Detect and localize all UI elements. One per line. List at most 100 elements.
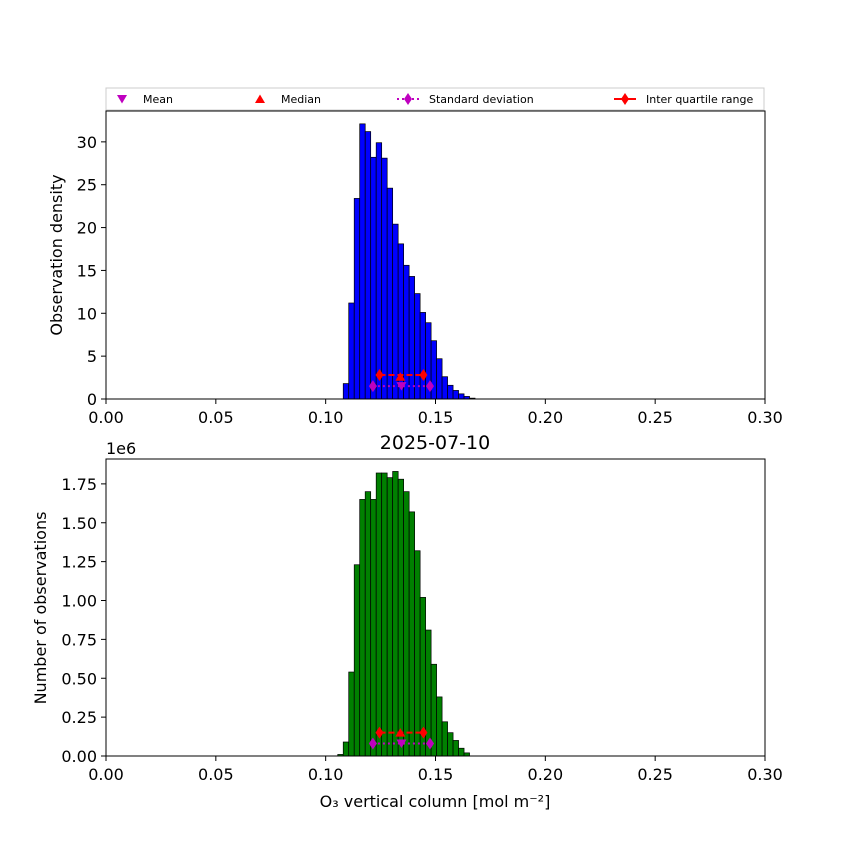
x-tick-label: 0.10 <box>308 765 344 784</box>
legend-item: Standard deviation <box>397 93 534 106</box>
histogram-bar <box>364 131 372 400</box>
legend-diamond-marker <box>621 93 629 105</box>
y-tick-label: 1.00 <box>61 592 97 611</box>
histogram-bar <box>392 223 399 400</box>
histogram-bar <box>381 157 388 400</box>
x-tick-label: 0.30 <box>747 765 783 784</box>
y-tick-label: 0.00 <box>61 747 97 766</box>
histogram-bar <box>348 302 355 400</box>
x-tick-label: 0.25 <box>637 765 673 784</box>
y-tick-label: 30 <box>77 133 97 152</box>
mean-marker <box>396 382 407 391</box>
histogram-bar <box>359 499 366 757</box>
histogram-bar <box>441 721 448 757</box>
histogram-bar <box>364 491 372 757</box>
histogram-bar <box>430 340 437 400</box>
histogram-bar <box>359 123 366 400</box>
histogram-bar <box>408 511 415 757</box>
x-tick-label: 0.15 <box>418 408 454 427</box>
y-tick-label: 10 <box>77 304 97 323</box>
histogram-bar <box>452 740 459 757</box>
legend: Mean Median Standard deviation Inter quarti… <box>105 87 765 111</box>
legend-label: Inter quartile range <box>646 93 753 106</box>
histogram-bar <box>353 198 361 400</box>
legend-label: Standard deviation <box>429 93 534 106</box>
y-tick-label: 5 <box>87 347 97 366</box>
y-ticks-top: 0 5 10 15 20 25 30 <box>77 133 106 409</box>
x-tick-label: 0.05 <box>198 765 234 784</box>
iqr-diamond-marker <box>375 726 384 739</box>
legend-median-marker <box>255 94 265 103</box>
std-diamond-marker <box>426 380 435 393</box>
histogram-bar <box>348 671 355 757</box>
iqr-diamond-marker <box>375 369 384 381</box>
legend-label: Mean <box>143 93 173 106</box>
chart-title: 2025-07-10 <box>380 432 490 454</box>
y-ticks-bottom: 0.00 0.25 0.50 0.75 1.00 1.25 1.50 1.75 <box>61 475 106 766</box>
histogram-bar <box>436 696 443 757</box>
x-tick-label: 0.10 <box>308 408 344 427</box>
density-bars <box>342 123 476 400</box>
median-marker <box>395 728 406 737</box>
legend-item: Mean <box>117 93 173 106</box>
legend-frame <box>105 87 765 111</box>
y-tick-label: 1.50 <box>61 514 97 533</box>
panel-observation-density: 0.00 0.05 0.10 0.15 0.20 0.25 0.30 0 5 10 15 20 25 3… <box>47 110 783 427</box>
count-stats-markers <box>368 726 435 750</box>
y-tick-label: 1.25 <box>61 553 97 572</box>
x-tick-label: 0.20 <box>528 765 564 784</box>
iqr-diamond-marker <box>419 369 428 381</box>
histogram-bar <box>342 741 350 757</box>
histogram-bar <box>381 472 388 757</box>
x-tick-label: 0.30 <box>747 408 783 427</box>
y-tick-label: 0 <box>87 390 97 409</box>
histogram-bar <box>447 384 454 400</box>
y-axis-label-bottom: Number of observations <box>31 512 50 705</box>
std-diamond-marker <box>368 737 377 750</box>
histogram-bar <box>458 393 465 400</box>
histogram-bar <box>458 747 465 757</box>
y-tick-label: 25 <box>77 176 97 195</box>
histogram-bar <box>425 629 432 757</box>
y-tick-label: 1.75 <box>61 475 97 494</box>
histogram-bar <box>403 491 410 757</box>
histogram-bar <box>370 156 377 400</box>
iqr-diamond-marker <box>419 726 428 739</box>
histogram-bar <box>386 477 394 757</box>
median-marker <box>395 372 406 381</box>
x-tick-label: 0.20 <box>528 408 564 427</box>
x-tick-label: 0.00 <box>88 765 124 784</box>
histogram-bar <box>342 383 350 400</box>
histogram-bar <box>392 471 399 757</box>
x-ticks-top: 0.00 0.05 0.10 0.15 0.20 0.25 0.30 <box>88 399 783 427</box>
legend-label: Median <box>281 93 321 106</box>
histogram-bar <box>353 564 361 757</box>
histogram-bar <box>441 376 448 400</box>
legend-item: Inter quartile range <box>614 93 753 106</box>
panel-number-of-observations: 2025-07-10 1e6 0.00 0.05 0.10 0.15 0.20 0.25 0… <box>31 432 783 811</box>
histogram-bar <box>370 499 377 757</box>
y-tick-label: 0.75 <box>61 630 97 649</box>
histogram-bar <box>403 264 410 400</box>
y-tick-label: 0.50 <box>61 669 97 688</box>
y-axis-label-top: Observation density <box>47 174 66 335</box>
histogram-bar <box>397 478 404 757</box>
histogram-bar <box>447 732 454 757</box>
x-tick-label: 0.05 <box>198 408 234 427</box>
histogram-bar <box>414 550 421 757</box>
std-diamond-marker <box>426 737 435 750</box>
histogram-bar <box>414 293 421 400</box>
legend-diamond-marker <box>404 93 412 105</box>
x-tick-label: 0.15 <box>418 765 454 784</box>
density-stats-markers <box>368 369 435 393</box>
histogram-bar <box>436 358 443 400</box>
histogram-bar <box>375 142 383 400</box>
y-tick-label: 20 <box>77 219 97 238</box>
y-offset-label: 1e6 <box>106 439 136 458</box>
x-axis-label: O₃ vertical column [mol m⁻²] <box>320 792 551 811</box>
histogram-bar <box>408 276 415 400</box>
count-bars <box>337 471 470 757</box>
legend-mean-marker <box>117 95 127 104</box>
x-ticks-bottom: 0.00 0.05 0.10 0.15 0.20 0.25 0.30 <box>88 756 783 784</box>
histogram-bar <box>375 472 383 757</box>
